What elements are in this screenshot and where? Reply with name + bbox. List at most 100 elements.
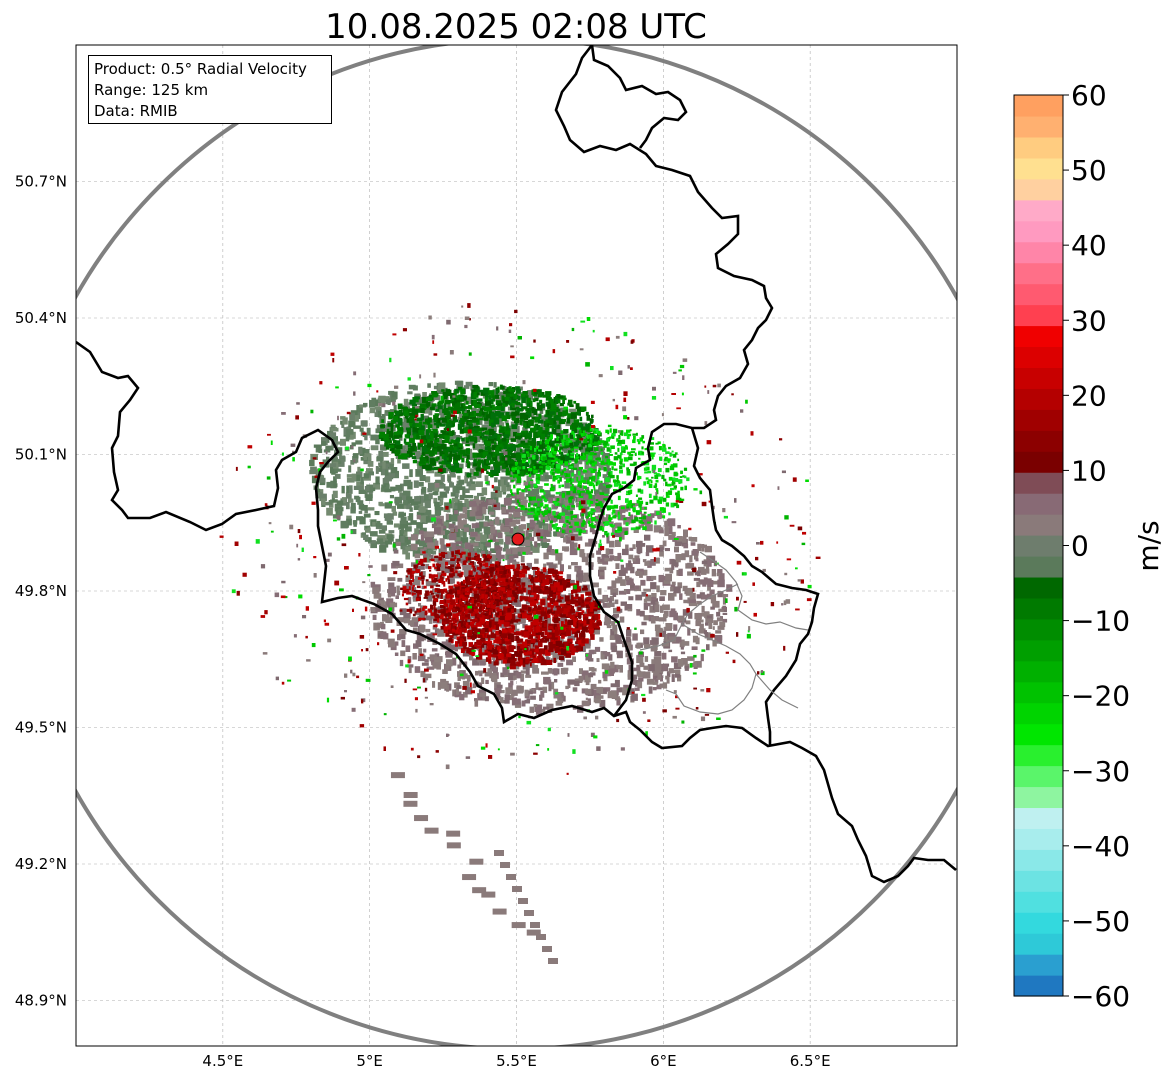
echo-pixel	[610, 661, 615, 669]
echo-pixel	[661, 474, 665, 480]
echo-pixel	[529, 400, 533, 407]
echo-pixel	[547, 507, 552, 511]
echo-pixel	[598, 566, 607, 571]
echo-pixel	[520, 412, 527, 419]
echo-pixel	[420, 407, 425, 414]
echo-pixel	[616, 477, 619, 482]
echo-pixel	[495, 400, 502, 406]
echo-pixel	[509, 427, 517, 434]
echo-pixel	[616, 481, 621, 484]
echo-pixel	[464, 547, 472, 552]
echo-pixel	[567, 450, 573, 456]
echo-pixel	[572, 467, 578, 471]
echo-pixel	[472, 454, 477, 458]
echo-pixel	[556, 475, 561, 479]
echo-pixel	[700, 544, 707, 548]
echo-pixel	[604, 617, 612, 624]
echo-pixel	[525, 430, 529, 435]
echo-pixel	[669, 453, 674, 456]
echo-pixel	[590, 438, 595, 442]
echo-pixel	[579, 426, 586, 432]
echo-pixel	[402, 549, 409, 555]
echo-pixel	[474, 418, 479, 423]
echo-pixel	[621, 527, 629, 535]
echo-pixel	[533, 528, 537, 537]
echo-pixel	[704, 632, 709, 639]
echo-pixel	[431, 392, 438, 398]
echo-pixel	[541, 439, 545, 443]
echo-pixel	[603, 595, 608, 602]
echo-pixel	[669, 465, 675, 471]
echo-pixel	[431, 431, 438, 436]
echo-pixel	[518, 468, 523, 472]
echo-pixel	[514, 466, 518, 471]
echo-pixel	[405, 427, 412, 431]
echo-pixel	[392, 439, 397, 443]
echo-pixel	[673, 478, 679, 482]
echo-pixel	[582, 530, 586, 533]
echo-pixel	[619, 669, 623, 673]
echo-pixel	[347, 498, 354, 503]
echo-pixel	[559, 477, 562, 482]
echo-pixel	[599, 492, 605, 495]
echo-pixel	[387, 422, 394, 427]
echo-pixel	[521, 462, 526, 466]
echo-pixel	[615, 480, 620, 483]
echo-pixel	[597, 556, 601, 563]
echo-pixel	[492, 444, 499, 451]
echo-pixel	[583, 500, 588, 507]
echo-pixel	[532, 524, 539, 530]
echo-pixel	[345, 492, 352, 499]
echo-pixel	[609, 470, 613, 476]
echo-pixel	[579, 429, 582, 435]
echo-pixel	[516, 478, 522, 483]
echo-pixel	[570, 448, 574, 452]
echo-pixel	[681, 553, 686, 561]
echo-pixel	[318, 477, 326, 483]
echo-pixel	[388, 412, 394, 415]
echo-pixel	[452, 657, 457, 666]
echo-pixel	[516, 445, 522, 454]
echo-pixel	[393, 416, 399, 421]
echo-pixel	[550, 398, 554, 404]
echo-pixel	[323, 501, 331, 506]
echo-pixel	[321, 441, 326, 446]
echo-pixel	[596, 686, 603, 694]
echo-pixel	[495, 540, 500, 549]
echo-pixel	[441, 396, 448, 400]
echo-pixel	[516, 619, 521, 625]
echo-pixel	[598, 458, 601, 462]
echo-pixel	[511, 424, 518, 430]
echo-pixel	[398, 454, 405, 459]
echo-pixel	[568, 565, 572, 570]
echo-pixel	[549, 411, 555, 415]
echo-pixel	[659, 547, 664, 552]
echo-pixel	[469, 417, 477, 420]
echo-pixel	[602, 521, 605, 524]
echo-pixel	[406, 429, 412, 436]
echo-pixel	[421, 464, 428, 469]
echo-pixel	[489, 419, 494, 423]
echo-pixel	[507, 509, 514, 513]
echo-pixel	[370, 434, 377, 441]
echo-pixel	[630, 504, 633, 509]
echo-pixel	[568, 593, 574, 600]
echo-pixel	[566, 579, 571, 582]
echo-pixel	[424, 509, 432, 518]
echo-pixel	[553, 692, 562, 699]
echo-pixel	[695, 621, 701, 627]
echo-pixel	[598, 679, 602, 684]
echo-pixel	[669, 567, 674, 574]
echo-pixel	[560, 452, 564, 458]
echo-pixel	[637, 550, 641, 555]
echo-pixel	[505, 412, 510, 417]
echo-pixel	[636, 655, 644, 664]
echo-pixel	[587, 423, 592, 427]
echo-pixel	[418, 611, 426, 619]
echo-pixel	[632, 509, 636, 513]
echo-pixel	[594, 523, 601, 528]
echo-pixel	[526, 484, 531, 488]
echo-pixel	[696, 600, 702, 605]
echo-pixel	[330, 465, 338, 474]
echo-pixel	[421, 585, 425, 589]
